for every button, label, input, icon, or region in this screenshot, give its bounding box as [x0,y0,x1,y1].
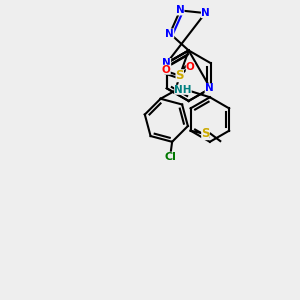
Text: N: N [166,28,174,38]
Text: S: S [176,69,184,82]
Text: N: N [176,5,184,15]
Text: N: N [162,58,171,68]
Text: N: N [201,8,210,18]
Text: O: O [162,65,171,75]
Text: O: O [186,62,194,72]
Text: Cl: Cl [165,152,177,162]
Text: NH: NH [174,85,192,95]
Text: N: N [205,83,213,93]
Text: S: S [201,127,210,140]
